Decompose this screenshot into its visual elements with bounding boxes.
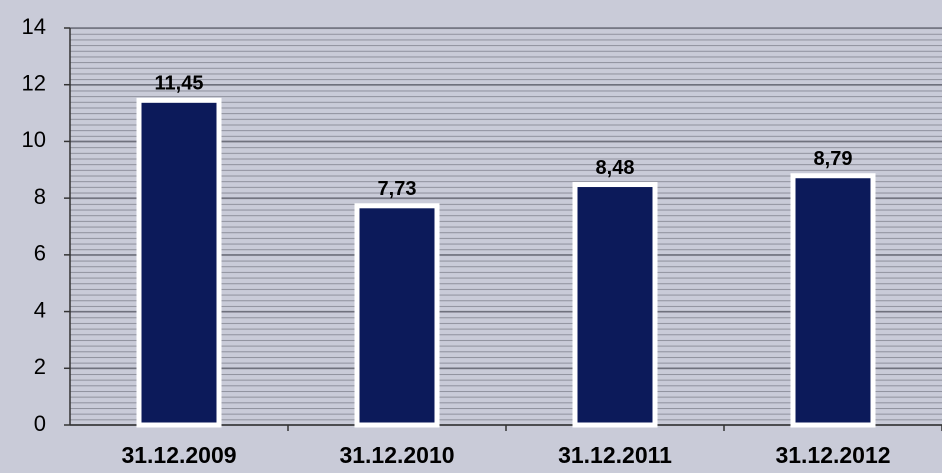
value-label: 8,48 (596, 157, 635, 179)
y-tick-label: 0 (34, 411, 46, 436)
y-tick-label: 14 (22, 14, 46, 39)
bar (136, 97, 222, 428)
y-tick-label: 12 (22, 71, 46, 96)
y-tick-label: 6 (34, 241, 46, 266)
x-tick-label: 31.12.2009 (121, 442, 236, 468)
bar (572, 182, 658, 428)
x-tick-label: 31.12.2010 (339, 442, 454, 468)
value-label: 7,73 (378, 178, 417, 200)
value-label: 8,79 (814, 148, 853, 170)
x-tick-label: 31.12.2012 (775, 442, 890, 468)
y-tick-label: 10 (22, 127, 46, 152)
bar (790, 173, 876, 428)
value-label: 11,45 (155, 73, 204, 95)
y-tick-label: 2 (34, 354, 46, 379)
bar (354, 203, 440, 428)
y-tick-label: 4 (34, 297, 46, 322)
y-tick-label: 8 (34, 184, 46, 209)
x-tick-label: 31.12.2011 (558, 442, 672, 468)
